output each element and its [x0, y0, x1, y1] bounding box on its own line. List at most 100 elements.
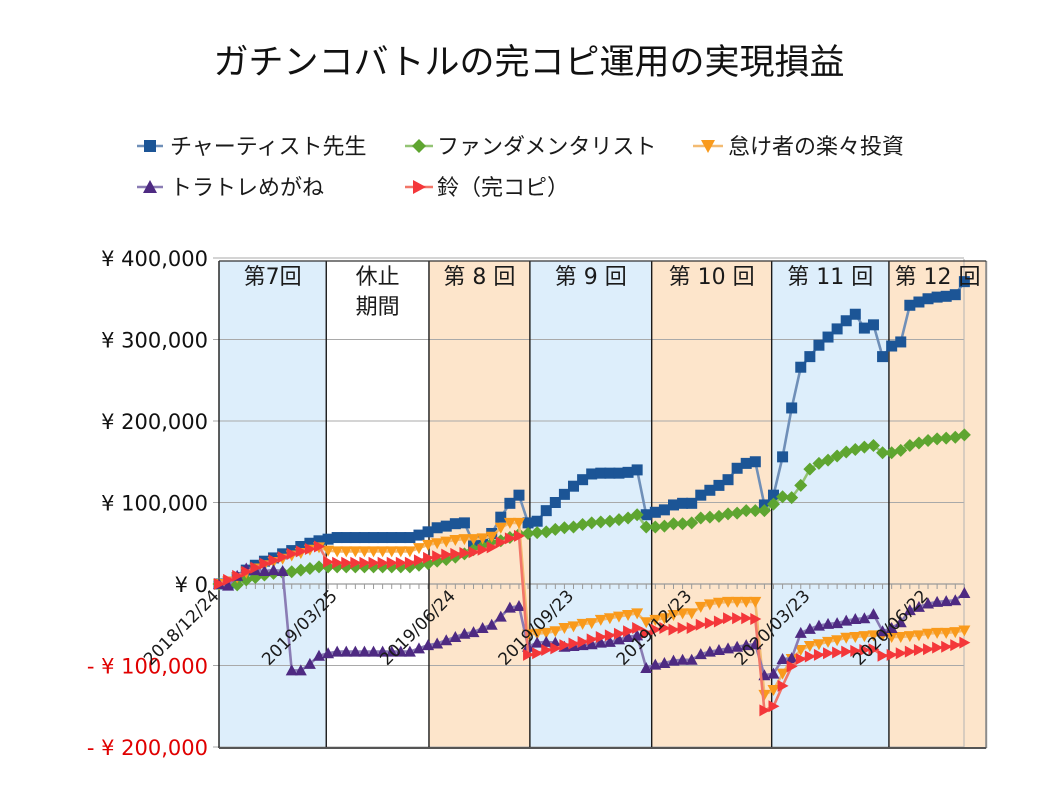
marker-fundamentalist — [294, 563, 308, 577]
marker-chartist — [849, 308, 861, 320]
marker-chartist — [613, 467, 625, 479]
marker-suzu-copy — [668, 623, 680, 636]
marker-suzu-copy — [741, 612, 753, 625]
marker-suzu-copy — [450, 547, 462, 560]
marker-fundamentalist — [594, 515, 608, 529]
marker-fundamentalist — [612, 513, 626, 527]
marker-chartist — [304, 537, 316, 549]
marker-fundamentalist — [766, 497, 780, 511]
marker-suzu-copy — [804, 650, 816, 663]
marker-fundamentalist — [894, 443, 908, 457]
marker-toratore-megane — [512, 600, 525, 612]
marker-chartist — [440, 520, 452, 532]
marker-lazy-investor — [658, 613, 671, 625]
legend-item-suzu-copy[interactable]: 鈴（完コピ） — [405, 176, 569, 201]
marker-suzu-copy — [214, 578, 225, 590]
marker-toratore-megane — [740, 639, 753, 651]
marker-toratore-megane — [731, 640, 744, 652]
marker-toratore-megane — [767, 667, 780, 679]
y-tick-label: ¥ 300,000 — [101, 329, 208, 353]
legend-label: トラトレめがね — [170, 176, 324, 201]
marker-chartist — [431, 522, 443, 534]
marker-chartist — [840, 315, 852, 327]
marker-suzu-copy — [932, 641, 944, 654]
marker-toratore-megane — [631, 629, 644, 641]
marker-suzu-copy — [786, 660, 798, 673]
marker-suzu-copy — [395, 556, 407, 569]
band-label: 第7回 — [244, 265, 302, 290]
band-label: 第 8 回 — [443, 265, 515, 290]
marker-fundamentalist — [876, 446, 890, 460]
marker-chartist — [604, 467, 616, 479]
marker-suzu-copy — [323, 555, 335, 568]
marker-chartist — [731, 462, 743, 474]
marker-chartist — [686, 497, 698, 509]
marker-fundamentalist — [794, 478, 808, 492]
series-layer — [212, 276, 971, 717]
marker-toratore-megane — [294, 664, 307, 676]
marker-fundamentalist — [303, 562, 317, 576]
marker-chartist — [922, 293, 934, 305]
marker-toratore-megane — [858, 612, 871, 624]
marker-fundamentalist — [866, 438, 880, 452]
legend-item-toratore-megane[interactable]: トラトレめがね — [137, 176, 324, 201]
marker-chartist — [458, 517, 470, 529]
marker-lazy-investor — [776, 668, 789, 680]
marker-toratore-megane — [440, 634, 453, 646]
marker-lazy-investor — [549, 626, 562, 638]
band-label-line: 第 9 回 — [555, 265, 627, 290]
marker-suzu-copy — [795, 652, 807, 665]
marker-lazy-investor — [649, 614, 662, 626]
marker-toratore-megane — [303, 657, 316, 669]
marker-lazy-investor — [512, 517, 525, 529]
marker-lazy-investor — [685, 608, 698, 620]
band-label-line: 第 11 回 — [787, 265, 873, 290]
marker-lazy-investor — [722, 596, 735, 608]
marker-fundamentalist — [639, 520, 653, 534]
marker-suzu-copy — [386, 556, 398, 569]
y-tick-label: ¥ 0 — [175, 573, 208, 597]
marker-chartist — [749, 456, 761, 468]
marker-suzu-copy — [768, 700, 780, 713]
marker-toratore-megane — [494, 610, 507, 622]
marker-suzu-copy — [623, 625, 635, 638]
marker-chartist — [777, 451, 789, 463]
legend-item-chartist[interactable]: チャーティスト先生 — [137, 135, 366, 160]
marker-toratore-megane — [222, 579, 235, 591]
marker-fundamentalist — [721, 507, 735, 521]
marker-fundamentalist — [848, 443, 862, 457]
legend-item-fundamentalist[interactable]: ファンダメンタリスト — [405, 135, 656, 160]
marker-chartist — [404, 532, 416, 544]
marker-suzu-copy — [586, 633, 598, 646]
marker-suzu-copy — [223, 573, 235, 586]
marker-toratore-megane — [949, 594, 962, 606]
marker-fundamentalist — [948, 430, 962, 444]
legend-item-lazy-investor[interactable]: 怠け者の楽々投資 — [693, 135, 904, 160]
marker-chartist — [568, 480, 580, 492]
marker-toratore-megane — [849, 613, 862, 625]
marker-toratore-megane — [831, 617, 844, 629]
marker-chartist — [413, 529, 425, 541]
marker-suzu-copy — [432, 550, 444, 563]
marker-suzu-copy — [841, 645, 853, 658]
marker-lazy-investor — [394, 546, 407, 558]
marker-chartist — [549, 497, 561, 508]
marker-chartist — [522, 517, 534, 529]
marker-suzu-copy — [777, 679, 789, 692]
band-label-line: 期間 — [356, 295, 400, 320]
marker-suzu-copy — [504, 532, 516, 545]
marker-chartist — [577, 474, 589, 486]
marker-chartist — [904, 299, 916, 311]
marker-fundamentalist — [712, 509, 726, 523]
marker-chartist — [331, 532, 343, 544]
marker-toratore-megane — [922, 597, 935, 609]
marker-lazy-investor — [612, 611, 625, 623]
marker-toratore-megane — [540, 635, 553, 647]
marker-chartist — [313, 535, 325, 547]
marker-suzu-copy — [377, 556, 389, 569]
marker-suzu-copy — [523, 648, 535, 661]
marker-suzu-copy — [959, 636, 971, 649]
marker-suzu-copy — [704, 617, 716, 630]
marker-lazy-investor — [558, 623, 571, 635]
